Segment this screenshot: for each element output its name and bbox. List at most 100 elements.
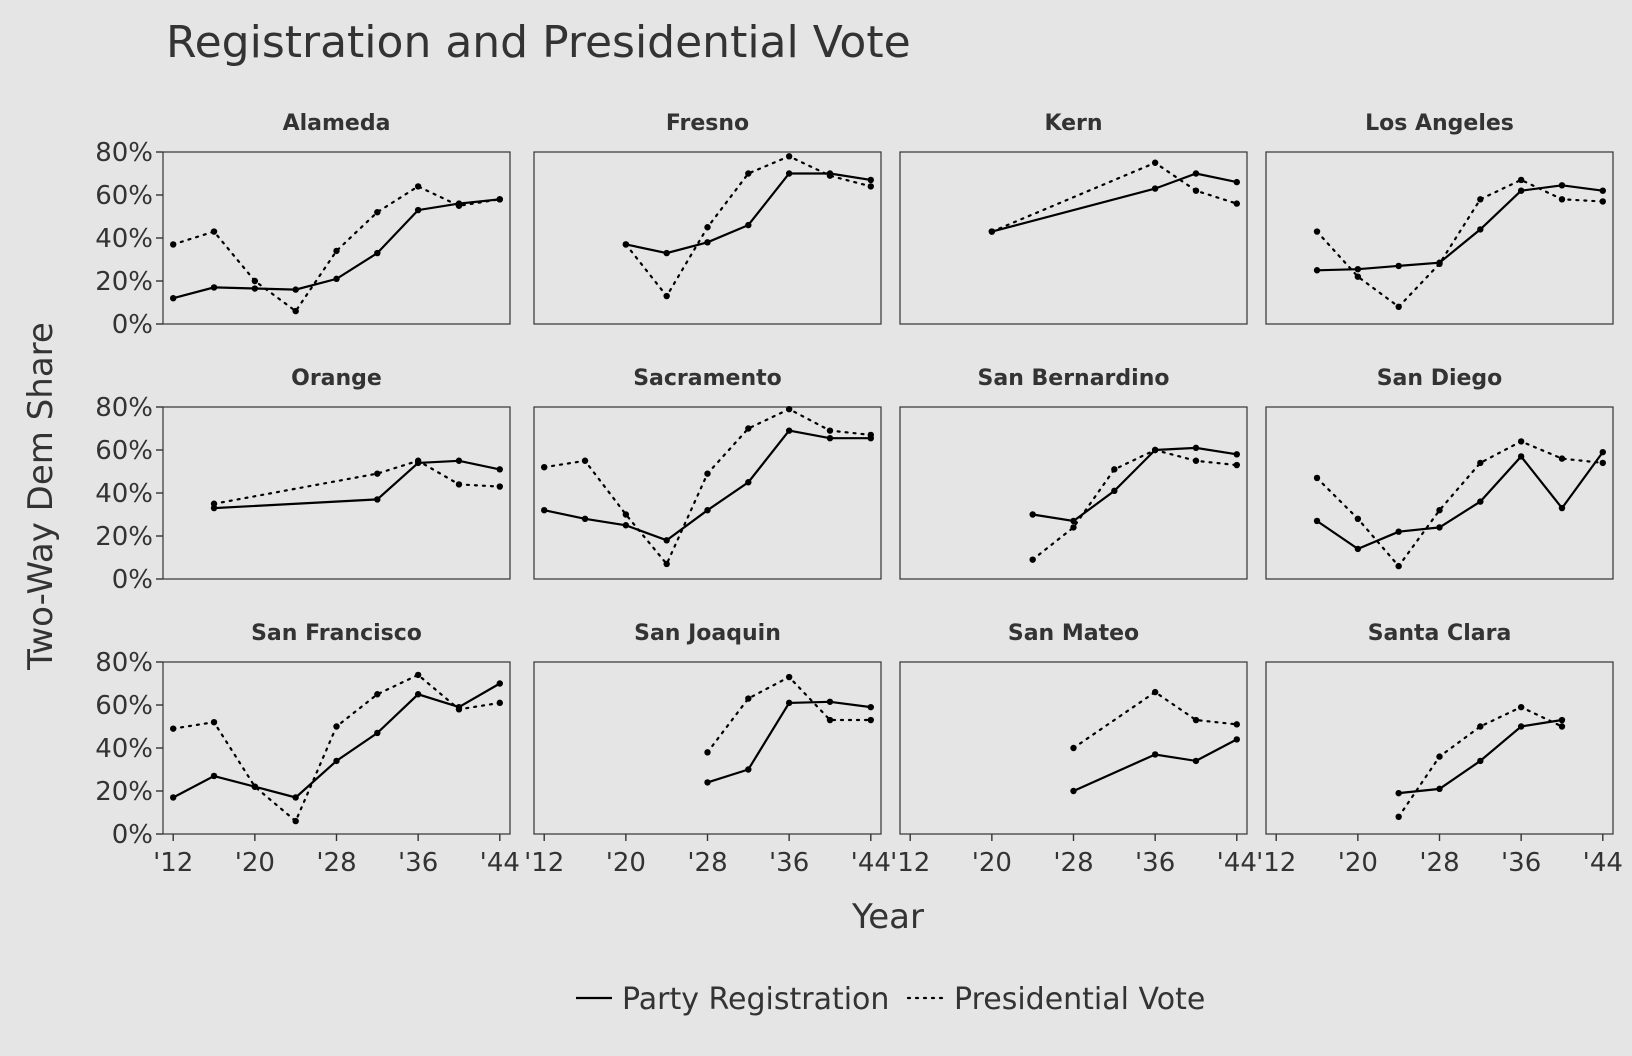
registration-point bbox=[210, 772, 218, 780]
facet-title: San Mateo bbox=[1008, 621, 1139, 646]
facet-san-mateo: San Mateo bbox=[899, 621, 1248, 835]
x-tick-label: '28 bbox=[687, 848, 727, 878]
registration-point bbox=[1233, 178, 1240, 186]
legend-label-vote: Presidential Vote bbox=[954, 982, 1205, 1017]
panel-frame bbox=[533, 406, 882, 580]
facet-title: Kern bbox=[1044, 111, 1102, 136]
registration-point bbox=[333, 757, 340, 765]
vote-point bbox=[374, 470, 381, 477]
facet-title: San Francisco bbox=[251, 621, 422, 646]
registration-point bbox=[663, 249, 670, 257]
facet-orange: Orange bbox=[162, 366, 511, 580]
vote-point bbox=[1436, 753, 1443, 760]
vote-point bbox=[988, 228, 996, 235]
facet-san-joaquin: San Joaquin bbox=[533, 621, 882, 835]
registration-point bbox=[1477, 226, 1484, 233]
vote-point bbox=[414, 183, 422, 190]
registration-point bbox=[704, 779, 711, 786]
vote-point bbox=[1192, 716, 1200, 724]
registration-line bbox=[991, 172, 1238, 233]
y-tick-label: 40% bbox=[95, 479, 153, 509]
registration-point bbox=[1395, 528, 1402, 535]
registration-point bbox=[1395, 789, 1402, 797]
registration-line bbox=[625, 172, 871, 255]
vote-point bbox=[785, 673, 793, 681]
panel-frame bbox=[899, 406, 1248, 580]
x-tick-label: '28 bbox=[1419, 848, 1459, 878]
registration-point bbox=[1070, 517, 1077, 525]
vote-line bbox=[990, 161, 1238, 233]
vote-point bbox=[663, 292, 670, 300]
y-tick-label: 80% bbox=[95, 393, 153, 423]
registration-line bbox=[1316, 451, 1604, 551]
x-axis-col-2: '12 '20 '28 '36 '44 bbox=[524, 834, 891, 878]
registration-point bbox=[1558, 504, 1566, 512]
registration-line bbox=[1032, 446, 1237, 523]
facet-panels: Alameda Fresno Kern Los Angeles Orange Sacram… bbox=[162, 111, 1614, 835]
registration-point bbox=[292, 286, 299, 293]
registration-point bbox=[1192, 170, 1200, 177]
x-tick-label: '20 bbox=[235, 848, 275, 878]
y-axis-row-2: 0% 20% 40% 60% 80% bbox=[95, 393, 163, 595]
x-tick-label: '36 bbox=[1135, 848, 1175, 878]
facet-san-bernardino: San Bernardino bbox=[899, 366, 1248, 580]
x-tick-label: '20 bbox=[606, 848, 646, 878]
registration-point bbox=[785, 170, 793, 177]
panel-frame bbox=[162, 406, 511, 580]
vote-point bbox=[210, 500, 218, 507]
vote-point bbox=[210, 719, 218, 726]
registration-point bbox=[1517, 723, 1525, 730]
vote-point bbox=[292, 817, 299, 825]
registration-point bbox=[1477, 498, 1484, 505]
registration-point bbox=[374, 249, 381, 257]
vote-point bbox=[1395, 813, 1402, 820]
facet-title: San Diego bbox=[1377, 366, 1503, 391]
facet-san-diego: San Diego bbox=[1265, 366, 1614, 580]
vote-point bbox=[1233, 200, 1240, 207]
registration-point bbox=[210, 284, 218, 291]
panel-frame bbox=[1265, 406, 1614, 580]
vote-point bbox=[374, 691, 381, 698]
vote-point bbox=[1111, 466, 1118, 473]
x-tick-label: '36 bbox=[1501, 848, 1541, 878]
x-tick-label: '12 bbox=[1256, 848, 1296, 878]
panel-frame bbox=[533, 661, 882, 835]
y-tick-label: 20% bbox=[95, 267, 153, 297]
facet-title: Fresno bbox=[666, 111, 749, 136]
vote-point bbox=[541, 464, 548, 471]
y-tick-label: 60% bbox=[95, 691, 153, 721]
vote-point bbox=[1558, 723, 1566, 730]
vote-point bbox=[785, 405, 793, 413]
facet-san-francisco: San Francisco bbox=[162, 621, 511, 835]
registration-point bbox=[663, 537, 670, 544]
vote-point bbox=[704, 224, 711, 231]
vote-point bbox=[867, 716, 874, 724]
vote-point bbox=[455, 706, 463, 713]
registration-point bbox=[785, 699, 793, 707]
x-tick-label: '36 bbox=[769, 848, 809, 878]
panel-frame bbox=[162, 151, 511, 325]
registration-line bbox=[1316, 184, 1603, 272]
registration-point bbox=[826, 434, 834, 442]
vote-point bbox=[1558, 455, 1566, 462]
registration-point bbox=[292, 794, 299, 801]
registration-point bbox=[541, 507, 548, 514]
vote-line bbox=[706, 675, 872, 754]
vote-line bbox=[1072, 690, 1238, 750]
y-tick-label: 20% bbox=[95, 777, 153, 807]
vote-point bbox=[496, 196, 503, 203]
vote-line bbox=[1397, 705, 1564, 818]
chart-title: Registration and Presidential Vote bbox=[166, 17, 911, 68]
facet-kern: Kern bbox=[899, 111, 1248, 325]
vote-point bbox=[867, 431, 874, 439]
registration-point bbox=[170, 794, 177, 801]
registration-point bbox=[414, 691, 422, 698]
vote-point bbox=[1477, 196, 1484, 203]
x-axis-title: Year bbox=[851, 897, 924, 937]
registration-point bbox=[867, 176, 874, 184]
vote-point bbox=[1354, 515, 1362, 522]
registration-point bbox=[581, 515, 589, 522]
vote-point bbox=[867, 183, 874, 190]
y-tick-label: 80% bbox=[95, 138, 153, 168]
